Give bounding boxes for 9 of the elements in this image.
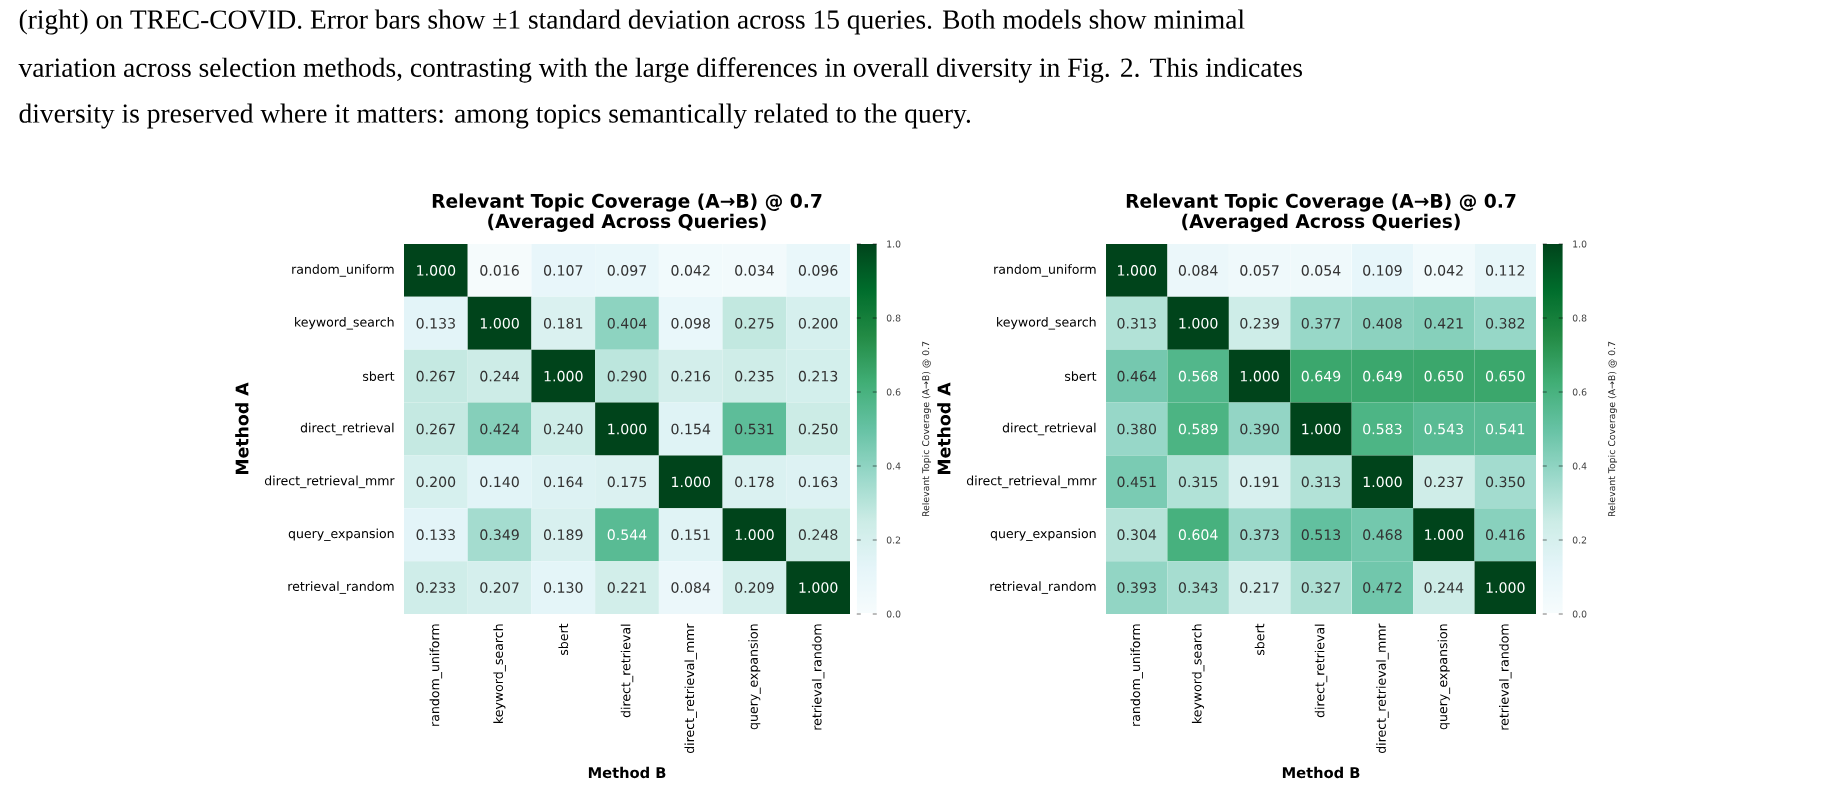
text: variation across selection methods, contrasting with the large differences in overall diversity in Fig. 2. This indicates	[18, 57, 1302, 83]
chart-title: Relevant Topic Coverage (A→B) @ 0.7	[432, 193, 822, 212]
chart-subtitle: (Averaged Across Queries)	[1182, 213, 1460, 232]
chart-title: Relevant Topic Coverage (A→B) @ 0.7	[1126, 193, 1516, 212]
y-axis-title: Method A	[235, 382, 249, 475]
text: diversity is preserved where it matters: among topics semantically related to the query.	[19, 103, 971, 129]
text: (right) on TREC-COVID. Error bars show ±1 standard deviation across 15 queries. Both models show minimal	[19, 9, 1245, 35]
chart-subtitle: (Averaged Across Queries)	[488, 213, 766, 232]
y-axis-title: Method A	[937, 382, 951, 475]
